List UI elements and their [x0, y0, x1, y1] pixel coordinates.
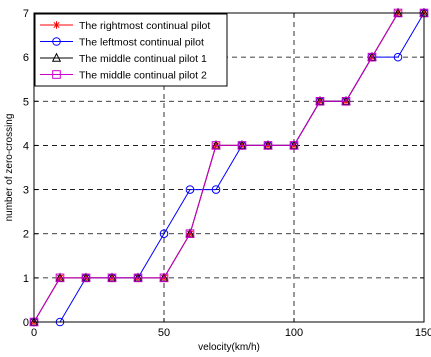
y-tick-label: 0: [23, 317, 29, 329]
data-point: [185, 185, 195, 194]
legend-item-3: The middle continual pilot 1: [40, 52, 207, 65]
legend-marker: [51, 52, 62, 62]
legend-item-4: The middle continual pilot 2: [40, 70, 207, 82]
data-point: [159, 229, 169, 239]
data-point: [211, 141, 221, 150]
legend-label: The middle continual pilot 2: [79, 70, 207, 82]
legend-label: The leftmost continual pilot: [79, 37, 204, 49]
x-tick-label: 100: [285, 327, 303, 339]
data-point: [237, 141, 247, 150]
y-tick-label: 3: [23, 185, 29, 197]
data-point: [315, 96, 325, 106]
data-point: [367, 51, 377, 61]
legend-label: The middle continual pilot 1: [79, 53, 207, 65]
series-4: [29, 8, 429, 327]
data-point: [289, 141, 299, 150]
series-group: [29, 7, 429, 327]
data-point: [367, 52, 377, 62]
data-point: [159, 273, 169, 283]
data-point: [393, 52, 403, 62]
series-line-4: [33, 12, 424, 323]
legend-item-1: The rightmost continual pilot: [40, 20, 210, 32]
x-tick-label: 150: [415, 327, 431, 339]
data-point: [185, 228, 195, 238]
axis-ticks: 0 50 100 150 0 1 2 3 4 5 6 7: [23, 8, 431, 339]
plot-frame: [33, 12, 425, 323]
data-point: [55, 273, 65, 283]
y-tick-label: 2: [23, 229, 29, 241]
legend: The rightmost continual pilot The leftmos…: [34, 13, 228, 87]
legend-marker: [52, 21, 61, 29]
y-tick-label: 1: [23, 273, 29, 285]
y-tick-label: 7: [23, 8, 29, 20]
data-point: [185, 229, 195, 239]
data-point: [341, 96, 351, 106]
data-point: [133, 273, 143, 283]
data-point: [263, 141, 273, 150]
x-axis-label: velocity(km/h): [198, 342, 260, 353]
legend-item-2: The leftmost continual pilot: [40, 37, 204, 49]
data-point: [107, 273, 117, 283]
y-tick-label: 6: [23, 52, 29, 64]
y-tick-label: 4: [23, 140, 29, 152]
y-axis-label: number of zero-crossing: [4, 114, 15, 222]
x-tick-label: 50: [158, 327, 170, 339]
legend-marker: [52, 37, 61, 46]
y-tick-label: 5: [23, 96, 29, 108]
data-point: [81, 273, 91, 283]
legend-marker: [52, 70, 61, 79]
data-point: [211, 185, 221, 194]
x-tick-label: 0: [31, 327, 37, 339]
legend-label: The rightmost continual pilot: [79, 20, 210, 32]
